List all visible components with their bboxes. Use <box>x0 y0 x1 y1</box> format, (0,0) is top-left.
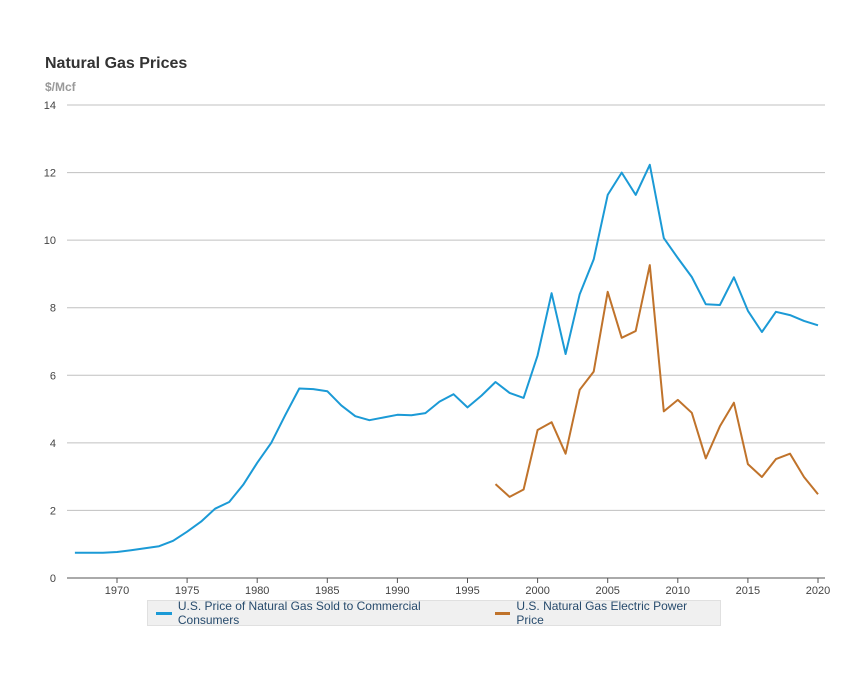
chart-legend: U.S. Price of Natural Gas Sold to Commer… <box>147 599 721 627</box>
y-tick-label: 0 <box>50 573 56 585</box>
series-line-electric-power <box>494 264 819 498</box>
x-tick-label: 1980 <box>245 585 269 597</box>
legend-swatch-commercial <box>156 611 172 615</box>
y-tick-label: 2 <box>50 505 56 517</box>
y-tick-label: 14 <box>44 100 56 112</box>
x-tick-label: 1990 <box>385 585 409 597</box>
x-tick-label: 1985 <box>315 585 339 597</box>
y-tick-label: 6 <box>50 370 56 382</box>
y-tick-label: 12 <box>44 168 56 180</box>
x-tick-label: 1970 <box>105 585 129 597</box>
x-tick-label: 2020 <box>806 585 830 597</box>
legend-item-electric-power[interactable]: U.S. Natural Gas Electric Power Price <box>494 599 716 627</box>
x-tick-label: 2005 <box>595 585 619 597</box>
y-tick-label: 10 <box>44 235 56 247</box>
x-tick-label: 2010 <box>666 585 690 597</box>
y-tick-label: 8 <box>50 303 56 315</box>
x-tick-label: 1995 <box>455 585 479 597</box>
x-tick-label: 2015 <box>736 585 760 597</box>
x-tick-label: 2000 <box>525 585 549 597</box>
legend-swatch-electric-power <box>494 611 511 615</box>
legend-label-commercial: U.S. Price of Natural Gas Sold to Commer… <box>177 599 421 627</box>
legend-label-electric-power: U.S. Natural Gas Electric Power Price <box>516 599 688 627</box>
series-line-commercial <box>74 163 819 554</box>
chart-title: Natural Gas Prices <box>45 55 188 72</box>
x-tick-label: 1975 <box>175 585 199 597</box>
y-tick-label: 4 <box>50 438 56 450</box>
y-axis-label: $/Mcf <box>45 80 76 94</box>
legend-item-commercial[interactable]: U.S. Price of Natural Gas Sold to Commer… <box>156 599 483 627</box>
